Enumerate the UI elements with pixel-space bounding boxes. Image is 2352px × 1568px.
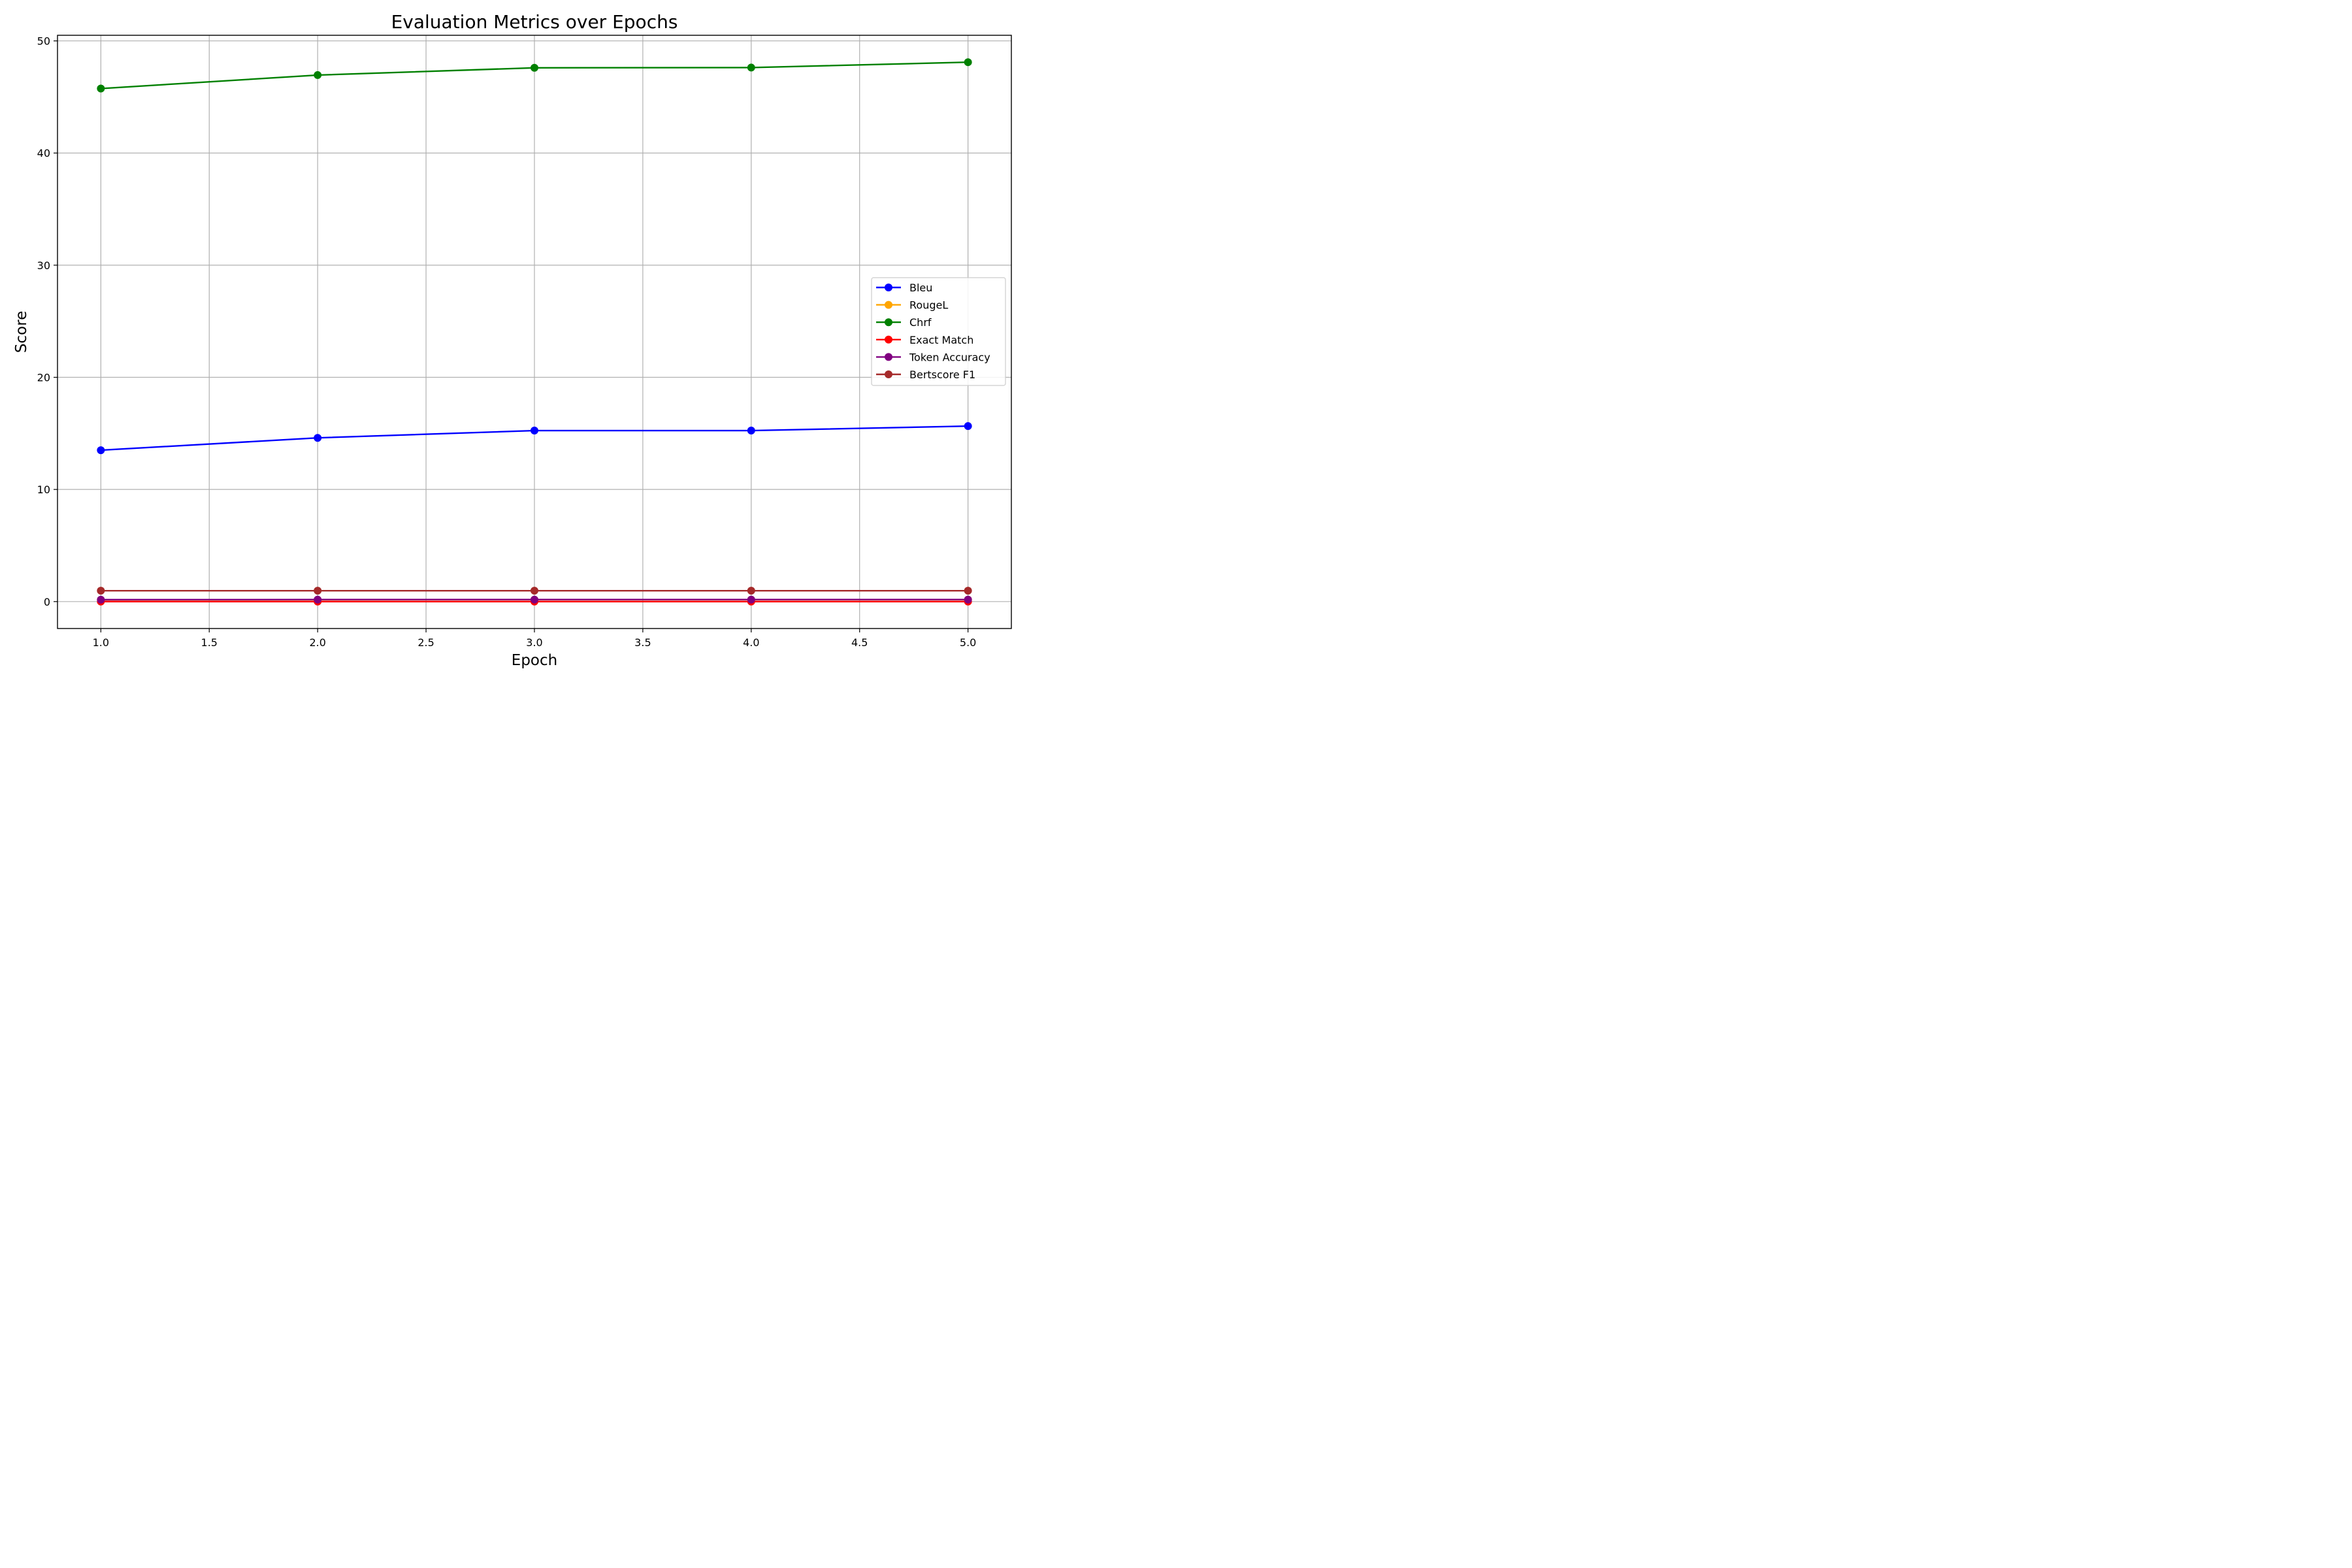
data-point-bleu bbox=[531, 427, 538, 435]
data-point-token-accuracy bbox=[97, 595, 105, 604]
data-point-token-accuracy bbox=[314, 595, 322, 604]
data-point-chrf bbox=[747, 63, 755, 72]
legend-marker bbox=[885, 370, 892, 378]
data-point-bleu bbox=[964, 422, 972, 431]
data-point-token-accuracy bbox=[964, 595, 972, 604]
x-tick-label: 2.0 bbox=[309, 636, 325, 649]
data-point-chrf bbox=[314, 71, 322, 79]
legend-label: RougeL bbox=[909, 299, 948, 312]
data-point-bertscore-f1 bbox=[964, 587, 972, 595]
y-tick-label: 0 bbox=[44, 596, 50, 608]
x-axis-label: Epoch bbox=[512, 652, 557, 669]
legend-label: Chrf bbox=[909, 316, 932, 329]
data-point-token-accuracy bbox=[531, 595, 538, 604]
x-tick-label: 4.5 bbox=[851, 636, 868, 649]
legend-label: Bleu bbox=[909, 282, 932, 294]
x-tick-label: 3.5 bbox=[634, 636, 651, 649]
x-tick-label: 1.5 bbox=[201, 636, 218, 649]
data-point-bleu bbox=[97, 446, 105, 455]
legend-label: Bertscore F1 bbox=[909, 368, 975, 381]
legend-item-exact-match: Exact Match bbox=[876, 334, 973, 346]
y-tick-label: 10 bbox=[37, 483, 50, 496]
x-tick-label: 3.0 bbox=[526, 636, 542, 649]
legend-item-rougel: RougeL bbox=[876, 299, 948, 312]
legend-marker bbox=[885, 284, 892, 291]
legend-item-bleu: Bleu bbox=[876, 282, 932, 294]
data-point-chrf bbox=[964, 58, 972, 67]
plot-series bbox=[97, 58, 972, 606]
data-point-chrf bbox=[531, 63, 538, 72]
data-point-bertscore-f1 bbox=[314, 587, 322, 595]
legend-label: Token Accuracy bbox=[909, 351, 990, 363]
chart-title: Evaluation Metrics over Epochs bbox=[391, 11, 678, 33]
legend-box bbox=[871, 277, 1006, 386]
legend-label: Exact Match bbox=[909, 334, 973, 346]
y-tick-label: 50 bbox=[37, 35, 50, 48]
data-point-bleu bbox=[747, 427, 755, 435]
grid bbox=[57, 35, 1011, 629]
series-bertscore-f1 bbox=[97, 587, 972, 595]
axis-ticks: 1.0 1.5 2.0 2.5 3.0 3.5 4.0 4.5 5.0 0 10 20 30 40 50 bbox=[37, 35, 977, 649]
legend-item-bertscore-f1: Bertscore F1 bbox=[876, 368, 975, 381]
x-tick-label: 1.0 bbox=[93, 636, 109, 649]
legend-marker bbox=[885, 318, 892, 327]
legend: Bleu RougeL Chrf Exact Match Token Accuracy B… bbox=[871, 277, 1006, 386]
x-tick-label: 4.0 bbox=[743, 636, 759, 649]
data-point-bleu bbox=[314, 434, 322, 442]
legend-marker bbox=[885, 353, 892, 361]
legend-item-chrf: Chrf bbox=[876, 316, 932, 329]
y-tick-label: 30 bbox=[37, 259, 50, 272]
data-point-bertscore-f1 bbox=[531, 587, 538, 595]
line-chart: 1.0 1.5 2.0 2.5 3.0 3.5 4.0 4.5 5.0 0 10 20 30 40 50 E… bbox=[13, 11, 1012, 669]
legend-marker bbox=[885, 335, 892, 344]
series-bleu bbox=[97, 422, 972, 455]
data-point-bertscore-f1 bbox=[97, 587, 105, 595]
x-tick-label: 2.5 bbox=[417, 636, 434, 649]
x-tick-label: 5.0 bbox=[960, 636, 976, 649]
series-chrf bbox=[97, 58, 972, 93]
legend-marker bbox=[885, 301, 892, 309]
y-tick-label: 20 bbox=[37, 372, 50, 384]
data-point-bertscore-f1 bbox=[747, 587, 755, 595]
y-tick-label: 40 bbox=[37, 147, 50, 159]
data-point-chrf bbox=[97, 84, 105, 93]
y-axis-label: Score bbox=[13, 311, 30, 353]
legend-items: Bleu RougeL Chrf Exact Match Token Accuracy B… bbox=[876, 282, 990, 381]
data-point-token-accuracy bbox=[747, 595, 755, 604]
legend-item-token-accuracy: Token Accuracy bbox=[876, 351, 990, 363]
series-token-accuracy bbox=[97, 595, 972, 604]
